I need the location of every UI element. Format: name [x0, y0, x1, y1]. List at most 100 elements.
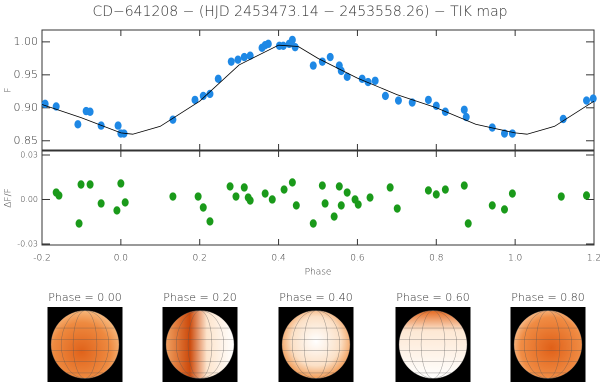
x-tick-label: 0.6: [350, 254, 364, 264]
plot-frame: [41, 150, 595, 246]
data-point: [226, 182, 234, 191]
map-grid: [281, 310, 351, 379]
data-point: [288, 178, 296, 187]
map-label: Phase = 0.80: [511, 291, 585, 304]
data-point: [386, 183, 394, 192]
data-point: [268, 195, 276, 204]
y-tick-label: 0.03: [20, 151, 38, 160]
data-point: [589, 94, 597, 103]
x-tick-label: 0.4: [271, 254, 285, 264]
data-point: [326, 52, 334, 62]
data-point: [169, 192, 177, 201]
data-point: [393, 204, 401, 213]
data-point: [117, 179, 125, 188]
data-point: [113, 206, 121, 215]
x-tick-label: -0.2: [33, 254, 51, 264]
data-point: [288, 35, 296, 45]
data-point: [432, 101, 440, 111]
data-point: [97, 199, 105, 208]
x-tick-label: 1.2: [587, 254, 600, 264]
data-point: [227, 57, 235, 66]
y-axis-label: ΔF/F: [4, 188, 14, 208]
map-grid: [513, 310, 583, 379]
data-point: [291, 42, 299, 52]
x-axis-label: Phase: [305, 268, 332, 278]
data-point: [488, 201, 496, 210]
plot-frame: [41, 29, 595, 151]
x-tick-label: 1.0: [508, 254, 522, 264]
data-point: [232, 192, 240, 201]
data-point: [381, 91, 389, 101]
data-point: [234, 55, 242, 64]
data-point: [335, 182, 343, 191]
data-point: [394, 96, 402, 105]
data-point: [199, 203, 207, 212]
data-point: [240, 52, 248, 62]
map-grid: [398, 310, 468, 379]
data-point: [557, 192, 565, 201]
map-label: Phase = 0.40: [279, 291, 353, 304]
data-point: [343, 188, 351, 197]
x-tick-label: 0.8: [429, 254, 443, 264]
data-point: [240, 183, 248, 192]
data-point: [74, 120, 82, 129]
y-tick-label: 0.85: [14, 134, 39, 147]
y-tick-label: 1.00: [14, 35, 39, 48]
data-point: [199, 91, 207, 101]
data-point: [441, 185, 449, 194]
map-label: Phase = 0.60: [396, 291, 470, 304]
data-point: [583, 191, 591, 200]
data-point: [462, 112, 470, 122]
x-tick-label: 0.2: [193, 254, 207, 264]
data-point: [366, 193, 374, 202]
map-grid: [50, 310, 120, 379]
data-point: [55, 191, 63, 200]
data-point: [424, 186, 432, 195]
data-point: [261, 189, 269, 198]
data-point: [371, 76, 379, 85]
x-tick-label: 0.0: [114, 254, 128, 264]
data-point: [194, 192, 202, 201]
data-point: [309, 61, 317, 70]
data-point: [206, 217, 214, 226]
data-point: [464, 219, 472, 228]
data-point: [121, 198, 129, 207]
data-point: [343, 72, 351, 82]
y-tick-label: -0.03: [17, 239, 38, 248]
data-point: [330, 212, 338, 221]
data-point: [280, 185, 288, 194]
data-point: [114, 121, 122, 130]
data-point: [508, 129, 516, 138]
chart-title: CD−641208 − (HJD 2453473.14 − 2453558.26…: [92, 4, 507, 20]
model-line: [41, 44, 595, 135]
data-point: [559, 114, 567, 124]
data-point: [292, 201, 300, 210]
data-point: [264, 39, 272, 49]
data-point: [309, 219, 317, 228]
data-point: [432, 190, 440, 199]
data-point: [364, 77, 372, 87]
data-point: [354, 200, 362, 209]
data-point: [206, 89, 214, 99]
map-grid: [165, 310, 235, 379]
data-point: [246, 51, 254, 60]
data-point: [77, 180, 85, 189]
data-point: [424, 95, 432, 105]
y-tick-label: 0.95: [14, 68, 39, 81]
data-point: [460, 181, 468, 190]
data-point: [214, 74, 222, 83]
data-point: [337, 201, 345, 210]
data-point: [508, 189, 516, 198]
data-point: [460, 105, 468, 114]
data-point: [75, 219, 83, 228]
data-point: [86, 107, 94, 116]
data-point: [318, 181, 326, 190]
data-point: [500, 205, 508, 214]
data-point: [500, 129, 508, 138]
map-label: Phase = 0.20: [163, 291, 237, 304]
y-tick-label: 0.00: [20, 195, 38, 204]
y-axis-label: F: [4, 87, 14, 92]
data-point: [86, 180, 94, 189]
y-tick-label: 0.90: [14, 101, 39, 114]
